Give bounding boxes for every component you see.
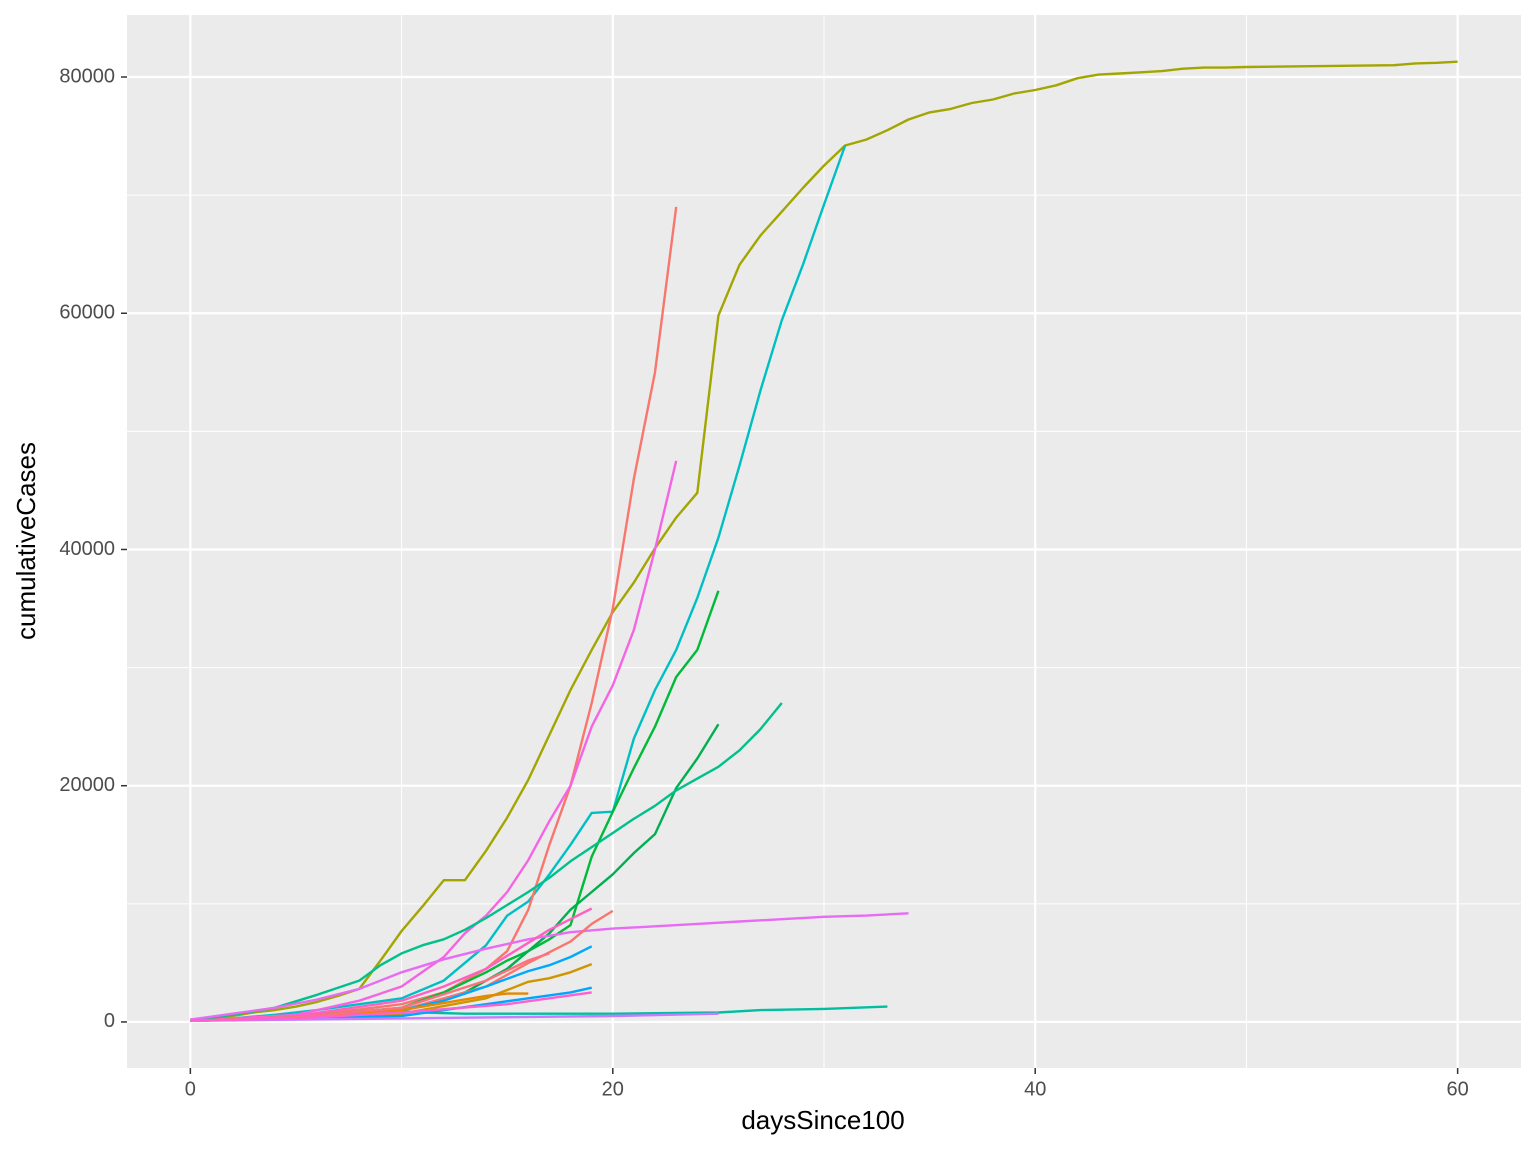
- y-tick-label: 0: [104, 1010, 115, 1032]
- series-line: [190, 460, 678, 1022]
- x-axis-title: daysSince100: [741, 1105, 904, 1135]
- y-tick-label: 60000: [59, 302, 115, 324]
- series-line: [190, 1012, 719, 1022]
- series-line: [190, 206, 678, 1022]
- series-line: [190, 991, 592, 1022]
- series-line: [422, 1005, 888, 1015]
- x-tick-label: 20: [602, 1078, 624, 1100]
- x-tick-label: 0: [185, 1078, 196, 1100]
- y-tick-label: 80000: [59, 65, 115, 87]
- series-line: [190, 702, 783, 1022]
- series-line: [190, 912, 909, 1021]
- y-axis-title: cumulativeCases: [11, 442, 41, 640]
- x-tick-label: 60: [1447, 1078, 1469, 1100]
- series-line: [190, 907, 593, 1022]
- x-tick-label: 40: [1024, 1078, 1046, 1100]
- y-tick-label: 20000: [59, 774, 115, 796]
- y-tick-label: 40000: [59, 538, 115, 560]
- series-line: [190, 145, 847, 1022]
- series-line: [190, 60, 1458, 1021]
